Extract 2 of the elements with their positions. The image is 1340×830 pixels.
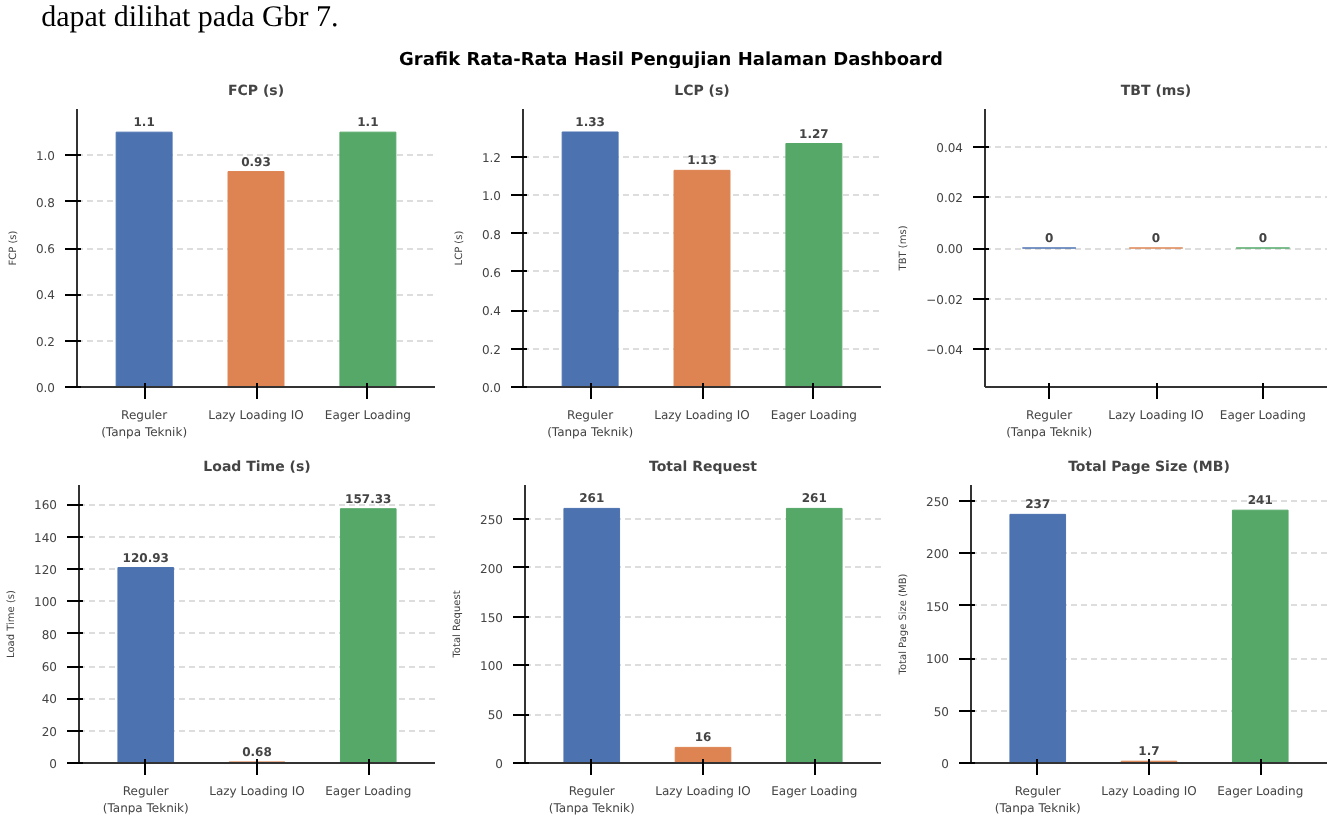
- text: dapat dilihat pada Gbr 7.: [41, 2, 339, 35]
- text: Grafik Rata-Rata Hasil Pengujian Halaman Dashboard: [399, 50, 943, 71]
